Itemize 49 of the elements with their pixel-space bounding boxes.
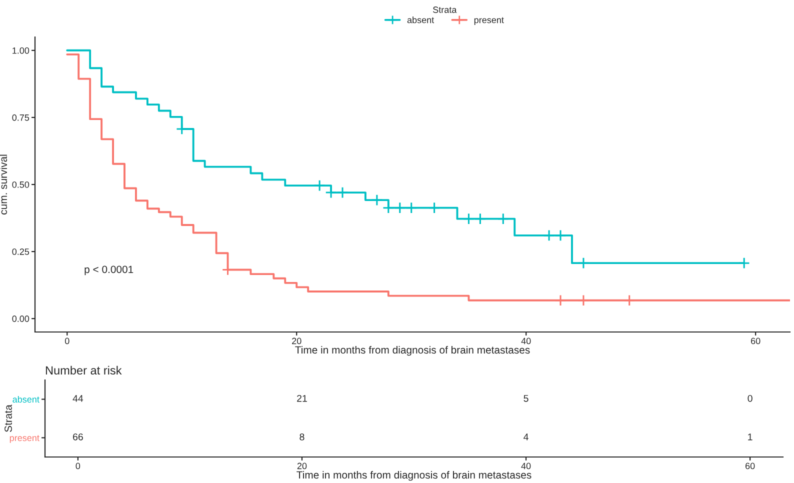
point: [543, 230, 555, 242]
data-label: 21: [297, 394, 307, 402]
point: [623, 294, 636, 306]
y-tick-label: absent: [12, 396, 40, 403]
x-tick-label: 40: [521, 338, 531, 344]
point: [382, 202, 394, 214]
data-label: 4: [524, 434, 528, 440]
point: [394, 202, 406, 214]
data-label: 0: [748, 394, 752, 402]
x-axis-title: Time in months from diagnosis of brain metastases: [295, 346, 530, 356]
chart-title: Number at risk: [46, 366, 122, 375]
data-label: 66: [73, 433, 83, 440]
x-axis-title: Time in months from diagnosis of brain metastases: [296, 470, 532, 481]
point: [578, 294, 590, 306]
point: [554, 294, 566, 306]
point: [371, 194, 383, 206]
point: [474, 212, 486, 225]
x-tick-label: 0: [76, 462, 80, 470]
annotation: p < 0.0001: [84, 266, 134, 276]
y-tick-label: 1.00: [12, 47, 30, 54]
point: [325, 186, 337, 198]
x-tick-label: 60: [746, 462, 755, 470]
y-tick-label: 0.25: [12, 248, 30, 255]
legend-label: present: [474, 17, 504, 25]
point: [554, 230, 566, 242]
data-label: 8: [300, 433, 304, 440]
data-label: 44: [72, 395, 84, 402]
point: [314, 180, 326, 192]
data-label: 1: [748, 434, 752, 440]
point: [428, 202, 440, 214]
point: [405, 202, 418, 214]
legend-title: Strata: [433, 6, 457, 13]
point: [336, 186, 348, 198]
y-tick-label: 0.00: [12, 316, 30, 322]
y-tick-label: 0.75: [12, 114, 30, 121]
point: [497, 212, 510, 225]
x-tick-label: 20: [292, 338, 302, 344]
y-tick-label: present: [10, 435, 40, 443]
x-tick-label: 60: [751, 338, 760, 344]
data-label: 5: [524, 395, 528, 402]
y-axis-title: Strata: [4, 404, 12, 432]
point: [462, 212, 475, 225]
legend-label: absent: [407, 16, 434, 24]
x-tick-label: 20: [297, 462, 307, 470]
y-tick-label: 0.50: [12, 181, 30, 188]
x-tick-label: 40: [521, 462, 531, 470]
point: [578, 257, 590, 269]
point: [738, 257, 750, 269]
x-tick-label: 0: [64, 338, 70, 344]
